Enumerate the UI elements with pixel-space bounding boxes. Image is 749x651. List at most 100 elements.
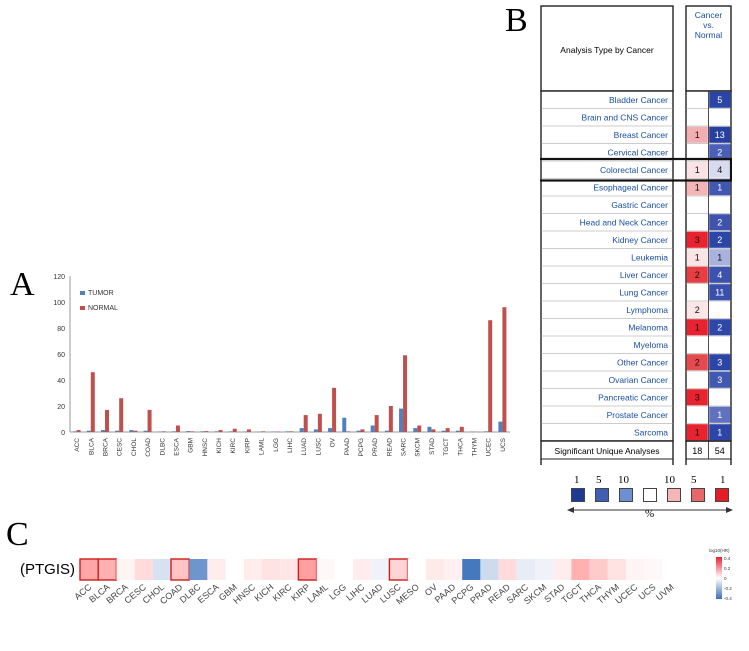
- table-row: Ovarian Cancer 3: [541, 371, 731, 389]
- up-count: 2: [695, 270, 700, 280]
- heatmap-cell-ucec: [626, 559, 645, 580]
- down-count: 1: [717, 428, 722, 438]
- header-cancer-vs-normal: Cancer: [695, 10, 723, 20]
- x-tick-label: LAML: [259, 438, 266, 455]
- cell-down-other-cancer: [709, 354, 731, 371]
- heatmap-legend-tick: 0: [724, 576, 727, 581]
- bar-tumor-pcpg: [356, 430, 361, 432]
- cancer-name: Ovarian Cancer: [608, 375, 668, 385]
- cancer-name: Breast Cancer: [614, 130, 668, 140]
- legend-swatch: [571, 488, 585, 502]
- total-value: 439: [701, 464, 716, 465]
- bar-tumor-kirp: [242, 431, 247, 432]
- panel-label-c: C: [6, 516, 29, 553]
- heatmap-cell-kirc: [280, 559, 299, 580]
- heatmap-legend-tick: -0.2: [724, 586, 732, 591]
- legend-swatch-tumor: [80, 291, 85, 295]
- y-tick-label: 100: [53, 300, 65, 307]
- bar-tumor-paad: [342, 417, 347, 432]
- bar-tumor-tgct: [441, 430, 446, 432]
- bar-tumor-ucec: [484, 431, 489, 432]
- heatmap-cell-coad: [170, 558, 190, 581]
- cancer-name: Prostate Cancer: [607, 410, 669, 420]
- legend-number: 10: [664, 474, 675, 486]
- cancer-name: Lymphoma: [626, 305, 668, 315]
- cell-up-liver-cancer: [686, 266, 708, 283]
- x-tick-label: THCA: [457, 437, 464, 455]
- cancer-name: Pancreatic Cancer: [598, 393, 668, 403]
- heatmap-cell-sarc: [516, 559, 535, 580]
- down-count: 2: [717, 148, 722, 158]
- x-tick-label: PCPG: [358, 438, 365, 456]
- down-count: 4: [717, 270, 722, 280]
- heatmap-row-label: (PTGIS): [20, 561, 75, 578]
- bar-normal-acc: [76, 430, 81, 432]
- legend-swatch: [619, 488, 633, 502]
- heatmap-cell-esca: [207, 559, 226, 580]
- bar-normal-read: [388, 406, 393, 432]
- x-tick-label: ACC: [74, 438, 81, 452]
- bar-tumor-read: [384, 430, 389, 432]
- oncomine-legend: 1 5 10 10 5 1%: [565, 474, 735, 520]
- cancer-name: Lung Cancer: [619, 288, 668, 298]
- bar-normal-stad: [431, 429, 436, 432]
- cancer-name: Kidney Cancer: [612, 235, 668, 245]
- heatmap-cell-thca: [589, 559, 608, 580]
- bar-tumor-thca: [455, 430, 460, 432]
- x-tick-label: OV: [330, 437, 337, 447]
- cell-up-other-cancer: [686, 354, 708, 371]
- cancer-name: Colorectal Cancer: [600, 165, 668, 175]
- bar-normal-ucs: [502, 307, 507, 432]
- total-label: Total Unique Analyses: [565, 464, 649, 465]
- cancer-name: Sarcoma: [634, 428, 668, 438]
- heatmap-cell-cesc: [134, 559, 153, 580]
- x-tick-label: CESC: [117, 438, 124, 456]
- x-tick-label: THYM: [472, 438, 479, 456]
- y-tick-label: 120: [53, 274, 65, 281]
- table-row: Head and Neck Cancer 2: [541, 214, 731, 232]
- heatmap-legend-tick: 0.4: [724, 556, 731, 561]
- bar-tumor-blca: [86, 430, 91, 432]
- bar-tumor-chol: [129, 430, 134, 432]
- up-count: 2: [695, 305, 700, 315]
- heatmap-label: UVM: [654, 582, 676, 603]
- up-count: 1: [695, 183, 700, 193]
- panel-label-b: B: [505, 2, 528, 39]
- cancer-name: Myeloma: [634, 340, 669, 350]
- x-tick-label: LUSC: [315, 438, 322, 456]
- bar-normal-lihc: [289, 431, 294, 432]
- table-row: Sarcoma 1 1: [541, 424, 731, 442]
- cancer-name: Cervical Cancer: [608, 148, 669, 158]
- table-row: Other Cancer 2 3: [541, 354, 731, 372]
- bar-normal-kirc: [232, 428, 237, 432]
- cell-up-leukemia: [686, 249, 708, 266]
- bar-normal-tgct: [445, 428, 450, 432]
- cell-up-pancreatic-cancer: [686, 389, 708, 406]
- x-tick-label: LGG: [273, 438, 280, 452]
- header-box-right: [685, 5, 732, 92]
- bar-tumor-kirc: [228, 431, 233, 432]
- bar-tumor-brca: [100, 430, 105, 432]
- bar-normal-skcm: [417, 425, 422, 432]
- cancer-name: Leukemia: [631, 253, 668, 263]
- down-count: 1: [717, 410, 722, 420]
- x-tick-label: UCS: [500, 437, 507, 451]
- bar-tumor-sarc: [399, 408, 404, 432]
- significant-down: 54: [715, 446, 725, 456]
- heatmap-cell-uvm: [662, 559, 681, 580]
- down-count: 1: [717, 183, 722, 193]
- table-row: Breast Cancer 1 13: [541, 126, 731, 144]
- y-tick-label: 20: [57, 404, 65, 411]
- bar-normal-prad: [374, 415, 379, 432]
- up-count: 1: [695, 130, 700, 140]
- heatmap-cell-pcpg: [462, 559, 481, 580]
- table-row: Prostate Cancer 1: [541, 406, 731, 424]
- heatmap-cell-kirp: [297, 558, 318, 581]
- bar-tumor-hnsc: [200, 431, 205, 432]
- x-tick-label: KIRC: [230, 438, 237, 454]
- heatmap-label: KIRC: [271, 582, 294, 604]
- total-cell-gap: [708, 459, 710, 465]
- cell-up-sarcoma: [686, 424, 708, 441]
- survival-heatmap: (PTGIS)ACCBLCABRCACESCCHOLCOADDLBCESCAGB…: [20, 548, 732, 607]
- cell-down-prostate-cancer: [709, 406, 731, 423]
